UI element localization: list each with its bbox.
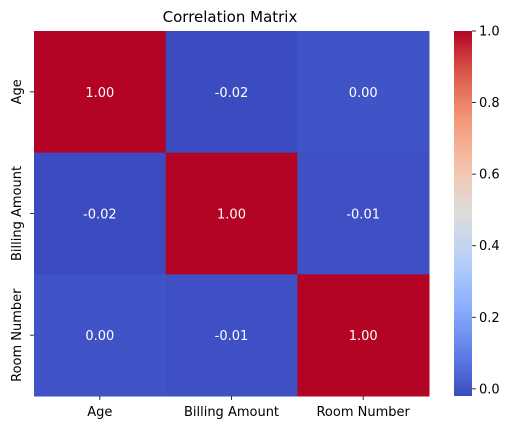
heatmap-cell [297,274,430,397]
heatmap-cell [34,274,167,397]
heatmap-cell [297,31,430,154]
y-axis: Age Billing Amount Room Number [10,79,34,382]
colorbar-gradient [454,31,472,397]
colorbar-tick-label: 1.0 [479,25,500,40]
x-tick-label: Age [87,405,112,420]
colorbar: 0.0 0.2 0.4 0.6 0.8 1.0 [454,25,500,397]
heatmap-cell [165,274,298,397]
x-tick-label: Room Number [316,405,410,420]
x-axis: Age Billing Amount Room Number [87,396,411,420]
y-tick-label: Billing Amount [10,166,25,261]
cell-annotation: -0.01 [215,329,249,344]
cell-annotation: -0.02 [83,208,117,223]
colorbar-tick-label: 0.4 [479,239,500,254]
chart-title: Correlation Matrix [163,8,298,26]
cell-annotation: -0.01 [346,208,380,223]
colorbar-tick-label: 0.8 [479,96,500,111]
cell-annotation: 0.00 [349,86,378,101]
heatmap-cell [165,152,298,275]
cell-annotation: 1.00 [85,86,114,101]
cell-annotation: -0.02 [215,86,249,101]
cell-annotation: 1.00 [349,329,378,344]
heatmap-cells [34,31,430,397]
cell-annotations: 1.00 -0.02 0.00 -0.02 1.00 -0.01 0.00 -0.01 1.00 [83,86,380,344]
y-tick-label: Room Number [10,288,25,382]
heatmap-cell [165,31,298,154]
cell-annotation: 0.00 [85,329,114,344]
heatmap-cell [297,152,430,275]
heatmap-cell [34,152,167,275]
colorbar-tick-label: 0.6 [479,168,500,183]
x-tick-label: Billing Amount [184,405,279,420]
cell-annotation: 1.00 [217,208,246,223]
y-tick-label: Age [10,79,25,104]
colorbar-tick-label: 0.2 [479,311,500,326]
heatmap-cell [34,31,167,154]
colorbar-tick-label: 0.0 [479,382,500,397]
